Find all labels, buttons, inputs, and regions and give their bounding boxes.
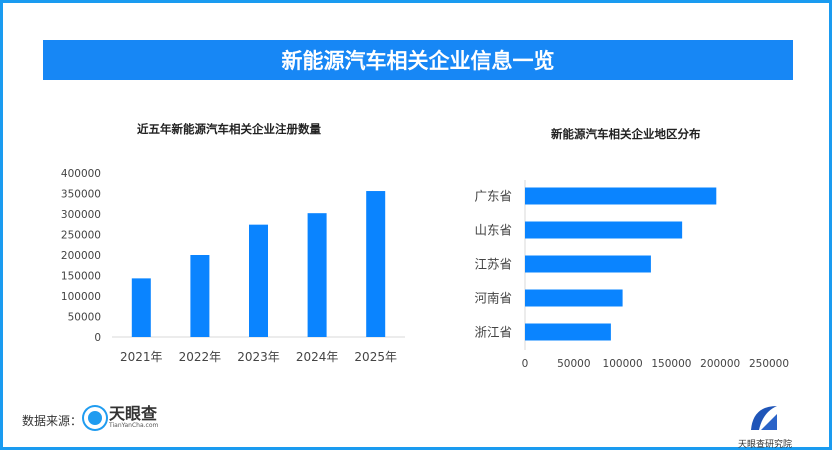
hbar-chart-title: 新能源汽车相关企业地区分布 [551, 127, 701, 141]
tianyancha-logo-icon [84, 406, 106, 429]
institute-logo-icon [751, 406, 777, 430]
page-title: 新能源汽车相关企业信息一览 [281, 49, 555, 73]
institute-name: 天眼查研究院 [737, 440, 792, 450]
bar-chart-title: 近五年新能源汽车相关企业注册数量 [137, 122, 321, 136]
logo-url: TianYanCha.com [109, 422, 159, 429]
page-title-banner: 新能源汽车相关企业信息一览 [43, 40, 793, 80]
logo-name: 天眼查 [109, 404, 158, 423]
institute-logo: 天眼查研究院 [735, 402, 795, 450]
source-label: 数据来源： [22, 414, 83, 428]
tianyancha-logo: 天眼查 TianYanCha.com [84, 406, 158, 429]
